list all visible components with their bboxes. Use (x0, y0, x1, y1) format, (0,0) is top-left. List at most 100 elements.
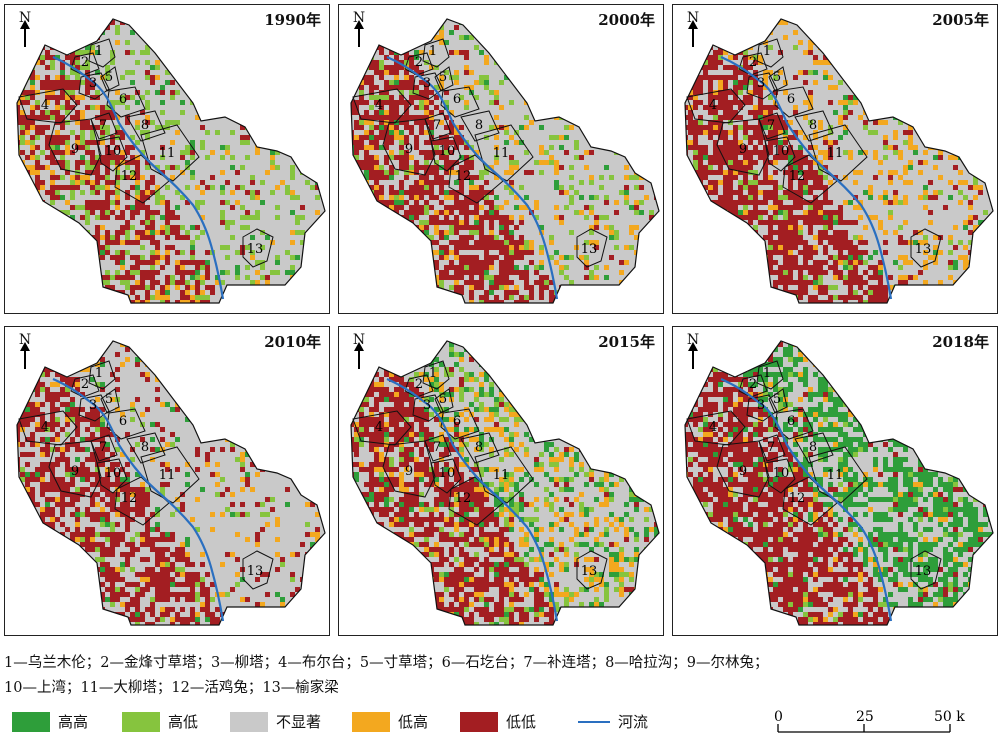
town-boundary-9 (382, 440, 436, 498)
town-boundary-4 (18, 410, 78, 446)
town-number-9: 9 (739, 464, 747, 479)
north-arrow-icon: N (683, 11, 703, 47)
town-number-4: 4 (41, 420, 49, 435)
town-boundary-5 (100, 388, 120, 414)
town-number-10: 10 (773, 144, 790, 159)
scale-tick-25: 25 (856, 710, 874, 725)
town-number-12: 12 (789, 169, 806, 184)
legend-swatch (122, 711, 160, 732)
town-number-11: 11 (493, 468, 510, 483)
town-number-2: 2 (415, 377, 423, 392)
town-number-1: 1 (95, 44, 103, 59)
study-area-outline (350, 340, 660, 626)
town-number-1: 1 (763, 44, 771, 59)
legend-swatch (352, 711, 390, 732)
town-number-3: 3 (89, 76, 97, 91)
town-number-11: 11 (827, 146, 844, 161)
town-number-2: 2 (749, 377, 757, 392)
study-area-outline (684, 340, 994, 626)
town-number-10: 10 (439, 144, 456, 159)
town-boundary-5 (768, 388, 788, 414)
town-number-5: 5 (439, 70, 447, 85)
river-line-icon (578, 720, 610, 723)
town-number-4: 4 (41, 98, 49, 113)
town-boundary-9 (48, 118, 102, 176)
town-boundary-7 (90, 112, 118, 140)
year-label: 1990年 (264, 11, 321, 29)
map-panel-2000: 1 2 3 4 5 6 7 8 9 10 11 12 13 2000年 N (338, 4, 664, 314)
town-number-7: 7 (767, 440, 775, 455)
map-panel-2018: 1 2 3 4 5 6 7 8 9 10 11 12 13 2018年 N (672, 326, 998, 636)
year-label: 2010年 (264, 333, 321, 351)
town-number-2: 2 (415, 55, 423, 70)
town-number-3: 3 (757, 76, 765, 91)
town-number-8: 8 (141, 118, 149, 133)
town-number-4: 4 (709, 420, 717, 435)
town-number-4: 4 (709, 98, 717, 113)
town-boundary-13 (576, 550, 608, 590)
town-number-12: 12 (789, 491, 806, 506)
town-boundary-6 (106, 86, 146, 118)
town-boundary-5 (100, 66, 120, 92)
town-boundary-1 (422, 360, 450, 390)
town-number-11: 11 (159, 468, 176, 483)
town-number-11: 11 (159, 146, 176, 161)
town-boundary-4 (18, 88, 78, 124)
town-boundary-12 (448, 476, 504, 526)
town-number-7: 7 (433, 118, 441, 133)
town-number-2: 2 (749, 55, 757, 70)
town-boundary-6 (774, 408, 814, 440)
town-boundary-5 (434, 66, 454, 92)
map-panel-2015: 1 2 3 4 5 6 7 8 9 10 11 12 13 2015年 N (338, 326, 664, 636)
town-boundary-13 (576, 228, 608, 268)
town-number-13: 13 (581, 242, 598, 257)
scale-tick-50: 50 km (934, 710, 965, 725)
town-boundary-10 (764, 136, 796, 172)
town-number-3: 3 (89, 398, 97, 413)
town-number-6: 6 (119, 92, 127, 107)
town-number-8: 8 (141, 440, 149, 455)
town-boundary-10 (764, 458, 796, 494)
town-boundary-4 (686, 410, 746, 446)
town-boundary-6 (440, 408, 480, 440)
town-boundary-3 (78, 72, 110, 100)
town-number-13: 13 (915, 242, 932, 257)
town-number-6: 6 (453, 92, 461, 107)
map-panel-2005: 1 2 3 4 5 6 7 8 9 10 11 12 13 2005年 N (672, 4, 998, 314)
north-arrow-icon: N (15, 333, 35, 369)
town-boundary-9 (716, 440, 770, 498)
town-number-9: 9 (405, 142, 413, 157)
town-number-6: 6 (787, 414, 795, 429)
legend-swatch (460, 711, 498, 732)
town-number-13: 13 (247, 564, 264, 579)
town-number-6: 6 (787, 92, 795, 107)
town-boundary-6 (774, 86, 814, 118)
town-number-3: 3 (423, 76, 431, 91)
town-number-8: 8 (809, 118, 817, 133)
town-number-5: 5 (105, 70, 113, 85)
town-number-13: 13 (247, 242, 264, 257)
town-number-7: 7 (767, 118, 775, 133)
town-boundary-9 (382, 118, 436, 176)
town-boundary-7 (758, 434, 786, 462)
town-boundary-8 (126, 110, 166, 142)
town-boundary-1 (422, 38, 450, 68)
legend-item-hh: 高高 (12, 711, 88, 732)
town-boundary-10 (430, 458, 462, 494)
town-number-11: 11 (493, 146, 510, 161)
town-number-10: 10 (105, 466, 122, 481)
town-boundary-8 (460, 110, 500, 142)
north-arrow-icon: N (349, 333, 369, 369)
town-boundary-3 (746, 72, 778, 100)
town-number-9: 9 (71, 464, 79, 479)
town-number-7: 7 (433, 440, 441, 455)
north-arrow-icon: N (349, 11, 369, 47)
town-boundary-13 (910, 550, 942, 590)
town-number-10: 10 (773, 466, 790, 481)
north-arrow-icon: N (15, 11, 35, 47)
town-boundary-8 (126, 432, 166, 464)
town-boundary-13 (242, 550, 274, 590)
study-area-outline (684, 18, 994, 304)
